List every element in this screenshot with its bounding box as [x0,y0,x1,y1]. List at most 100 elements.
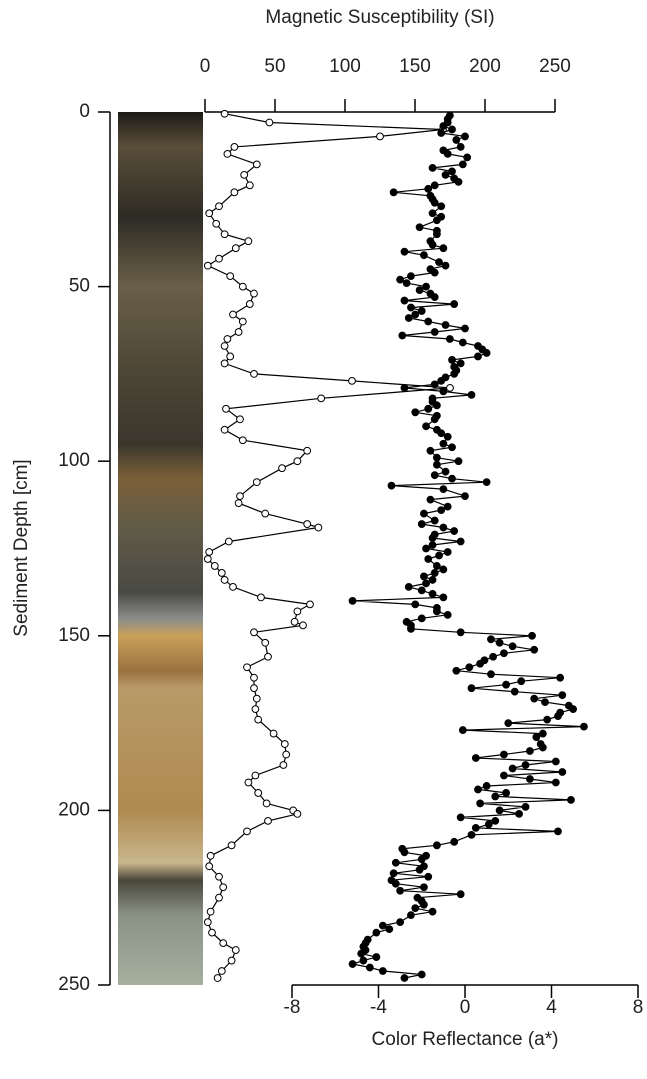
data-point [400,296,409,305]
data-point [426,495,435,504]
data-point [439,387,448,396]
data-point [404,583,413,591]
data-point [500,649,508,658]
core-image [118,112,203,985]
data-point [411,408,420,417]
data-point [407,272,415,281]
data-point [432,607,441,616]
data-point [424,872,433,881]
data-point [407,303,415,312]
data-point [450,300,459,308]
data-point [306,600,314,609]
data-point [432,401,441,410]
data-point [217,967,226,975]
data-point [317,394,326,403]
profile-line [206,113,451,979]
data-point [234,328,243,336]
data-point [482,349,491,357]
data-point [290,617,299,626]
data-point [456,813,465,822]
y-tick-label: 150 [58,625,90,646]
data-point [461,492,469,501]
data-point [376,132,384,141]
data-point [299,621,307,630]
data-point [495,806,504,815]
data-point [236,492,244,501]
data-point [223,150,232,158]
data-point [415,865,424,874]
data-point [422,282,430,291]
data-point [448,125,456,134]
data-point [508,642,517,651]
data-point [252,694,261,703]
data-point [407,911,415,920]
data-point [428,907,437,916]
data-point [435,258,443,267]
data-point [293,457,302,466]
data-point [543,715,552,724]
data-point [456,628,465,637]
data-point [430,380,439,389]
data-point [558,691,567,700]
y-tick-label: 250 [58,974,90,995]
data-point [215,254,223,263]
data-point [525,747,534,755]
data-point [430,198,439,207]
data-point [551,757,560,766]
data-point [244,237,253,246]
data-point [219,939,228,947]
data-point [428,209,437,218]
data-point [417,520,426,528]
profile-line [352,115,584,979]
data-point [554,827,562,836]
y-tick-label: 200 [58,799,90,820]
top-tick-label: 250 [539,56,571,77]
data-point [515,809,523,818]
bottom-tick-label: -4 [370,997,387,1018]
data-point [510,687,519,696]
data-point [227,956,236,965]
data-point [411,310,420,319]
data-point [261,638,270,647]
data-point [424,184,433,193]
data-point [530,694,539,703]
data-point [467,684,476,693]
bottom-tick-label: -8 [284,997,301,1018]
data-point [521,803,530,811]
data-point [243,827,251,836]
data-point [229,310,237,319]
data-point [430,415,439,424]
data-point [439,565,448,574]
data-point [450,370,459,378]
data-point [231,244,240,253]
data-point [426,446,435,455]
data-point [430,181,439,190]
data-point [437,129,446,137]
data-point [417,855,426,864]
data-point [400,848,409,857]
data-point [439,439,448,448]
data-point [348,960,357,968]
data-point [226,272,235,281]
data-point [456,890,465,899]
data-point [417,307,426,315]
bottom-tick-label: 8 [633,997,644,1018]
data-point [452,136,461,144]
data-point [205,548,214,556]
data-point [443,610,452,619]
data-point [420,509,428,518]
data-point [417,586,426,595]
data-point [303,446,312,455]
y-tick-label: 100 [58,450,90,471]
data-point [487,670,495,679]
data-point [461,132,469,141]
data-point [437,202,446,211]
data-point [454,177,463,186]
data-point [217,569,226,577]
bottom-axis-title: Color Reflectance (a*) [372,1029,559,1050]
data-point [471,823,480,832]
data-point [389,869,398,878]
data-point [465,663,474,672]
data-point [422,579,430,588]
data-point [220,342,229,350]
